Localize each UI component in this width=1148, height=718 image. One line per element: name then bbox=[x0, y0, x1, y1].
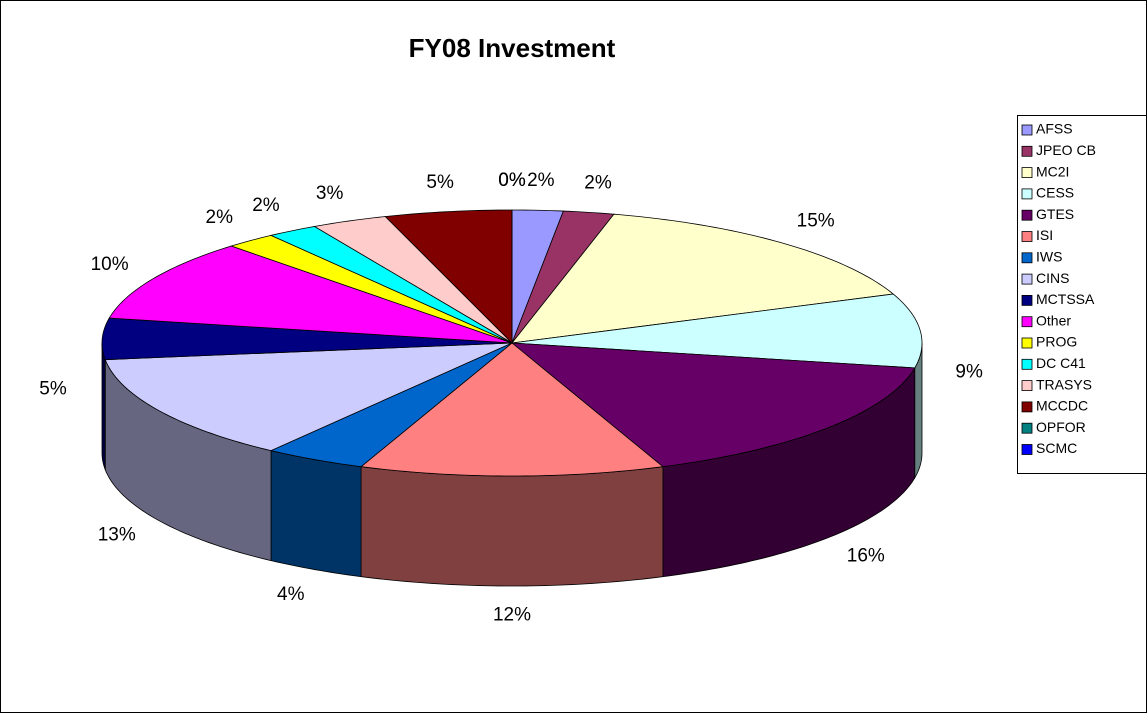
data-label: 16% bbox=[847, 545, 885, 566]
legend-swatch bbox=[1021, 252, 1033, 264]
slice bbox=[108, 245, 513, 344]
slice-side bbox=[360, 466, 664, 587]
data-label: 13% bbox=[98, 525, 136, 546]
legend-label: JPEO CB bbox=[1036, 142, 1096, 158]
legend bbox=[1017, 115, 1147, 474]
slice bbox=[511, 210, 615, 344]
data-label: 12% bbox=[493, 604, 531, 625]
slice bbox=[511, 293, 923, 369]
data-label: 0% bbox=[498, 170, 526, 191]
slice bbox=[313, 216, 513, 344]
legend-label: IWS bbox=[1036, 249, 1062, 265]
data-label: 2% bbox=[252, 195, 280, 216]
legend-label: GTES bbox=[1036, 206, 1074, 222]
legend-swatch bbox=[1021, 294, 1033, 306]
slice bbox=[360, 342, 664, 477]
legend-swatch bbox=[1021, 188, 1033, 200]
legend-swatch bbox=[1021, 337, 1033, 349]
data-label: 2% bbox=[206, 207, 234, 228]
legend-label: CINS bbox=[1036, 270, 1069, 286]
data-label: 10% bbox=[91, 254, 129, 275]
data-label: 2% bbox=[584, 173, 612, 194]
slice bbox=[269, 226, 513, 344]
legend-label: PROG bbox=[1036, 334, 1077, 350]
slice-side bbox=[270, 450, 362, 578]
legend-label: MCTSSA bbox=[1036, 291, 1095, 307]
slice bbox=[511, 213, 895, 344]
legend-label: SCMC bbox=[1036, 440, 1077, 456]
legend-swatch bbox=[1021, 358, 1033, 370]
slice bbox=[510, 342, 916, 468]
legend-label: MCCDC bbox=[1036, 398, 1088, 414]
legend-label: CESS bbox=[1036, 185, 1074, 201]
legend-label: ISI bbox=[1036, 227, 1053, 243]
legend-swatch bbox=[1021, 209, 1033, 221]
legend-swatch bbox=[1021, 422, 1033, 434]
data-label: 15% bbox=[797, 210, 835, 231]
legend-label: AFSS bbox=[1036, 121, 1073, 137]
data-label: 0% bbox=[498, 170, 526, 191]
chart-title: FY08 Investment bbox=[409, 33, 616, 63]
slice-side bbox=[101, 342, 106, 470]
legend-swatch bbox=[1021, 231, 1033, 242]
legend-swatch bbox=[1021, 273, 1033, 285]
legend-swatch bbox=[1021, 316, 1033, 328]
slice bbox=[269, 342, 513, 468]
data-label: 5% bbox=[39, 378, 67, 399]
slice bbox=[384, 209, 513, 344]
data-label: 9% bbox=[955, 361, 983, 382]
data-label: 5% bbox=[426, 172, 454, 193]
data-label: 2% bbox=[527, 170, 555, 191]
legend-swatch bbox=[1021, 124, 1033, 136]
slice bbox=[104, 342, 513, 452]
legend-swatch bbox=[1021, 380, 1033, 392]
legend-swatch bbox=[1021, 145, 1033, 157]
legend-swatch bbox=[1021, 444, 1033, 455]
data-label: 4% bbox=[277, 584, 305, 605]
legend-label: OPFOR bbox=[1036, 419, 1086, 435]
legend-label: Other bbox=[1036, 312, 1071, 328]
data-label: 3% bbox=[316, 183, 344, 204]
legend-label: MC2I bbox=[1036, 163, 1069, 179]
legend-swatch bbox=[1021, 167, 1033, 179]
slice bbox=[101, 317, 513, 361]
legend-label: DC C41 bbox=[1036, 355, 1086, 371]
slice bbox=[230, 234, 513, 344]
legend-label: TRASYS bbox=[1036, 376, 1092, 392]
legend-swatch bbox=[1021, 401, 1033, 413]
